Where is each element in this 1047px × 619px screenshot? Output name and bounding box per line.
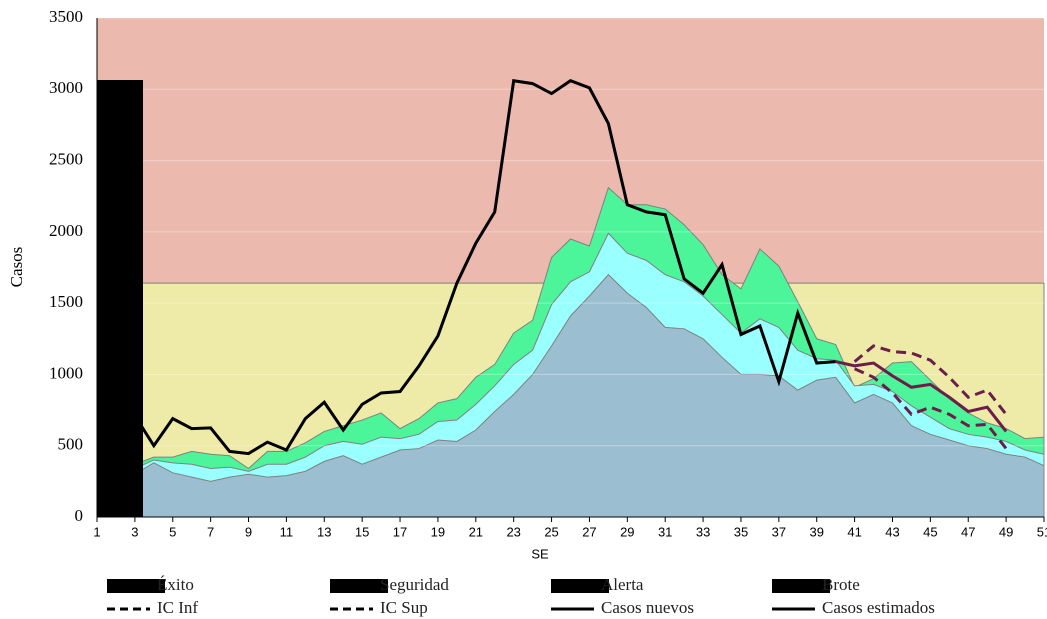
x-tick-label: 49 [999,524,1013,539]
x-tick-label: 9 [245,524,252,539]
y-tick-label: 1500 [49,292,83,311]
line [835,360,1008,433]
x-tick-label: 51 [1037,524,1047,539]
legend-item: Seguridad [330,575,449,594]
plot [96,17,1045,518]
x-tick-label: 47 [961,524,975,539]
y-tick-label: 2500 [49,149,83,168]
legend-label: IC Sup [380,598,428,617]
x-tick-label: 19 [431,524,445,539]
legend-item: IC Inf [107,598,198,617]
x-tick-label: 25 [544,524,558,539]
legend-swatch [772,579,830,593]
x-tick-label: 1 [93,524,100,539]
x-tick-label: 45 [923,524,937,539]
x-tick-label: 23 [506,524,520,539]
legend: Éxito Seguridad Alerta Brote IC Inf IC Sup Cas… [107,575,935,617]
legend-swatch [551,579,609,593]
legend-label: Seguridad [380,575,449,594]
line [853,367,1008,450]
legend-swatch [330,579,388,593]
y-axis-label: Casos [7,247,26,288]
line [133,79,836,456]
legend-label: IC Inf [157,598,198,617]
x-tick-label: 13 [317,524,331,539]
y-tick-label: 500 [58,435,84,454]
legend-label: Brote [822,575,860,594]
x-tick-label: 31 [658,524,672,539]
x-tick-label: 21 [469,524,483,539]
legend-item: Casos nuevos [551,598,694,617]
legend-label: Alerta [601,575,644,594]
x-tick-label: 35 [734,524,748,539]
x-tick-label: 7 [207,524,214,539]
y-tick-label: 0 [75,506,84,525]
x-tick-label: 29 [620,524,634,539]
y-tick-label: 1000 [49,363,83,382]
x-tick-label: 39 [809,524,823,539]
area [134,273,1045,518]
legend-item: IC Sup [330,598,428,617]
y-tick-label: 3500 [49,7,83,26]
legend-item: Brote [772,575,860,594]
legend-label: Casos estimados [822,598,935,617]
x-tick-label: 37 [772,524,786,539]
legend-swatch [107,579,165,593]
line [853,344,1008,416]
x-tick-label: 11 [280,524,294,539]
x-axis-label: SE [531,546,549,561]
y-tick-label: 3000 [49,78,83,97]
legend-label: Éxito [157,575,194,594]
x-tick-label: 41 [847,524,861,539]
legend-item: Éxito [107,575,194,594]
x-tick-label: 3 [131,524,138,539]
legend-label: Casos nuevos [601,598,694,617]
legend-item: Casos estimados [772,598,935,617]
x-tick-label: 5 [169,524,176,539]
x-tick-label: 33 [696,524,710,539]
legend-item: Alerta [551,575,644,594]
x-tick-label: 17 [393,524,407,539]
x-tick-label: 27 [582,524,596,539]
y-tick-label: 2000 [49,221,83,240]
x-tick-label: 43 [885,524,899,539]
artifact-bar [97,80,143,517]
x-tick-label: 15 [355,524,369,539]
